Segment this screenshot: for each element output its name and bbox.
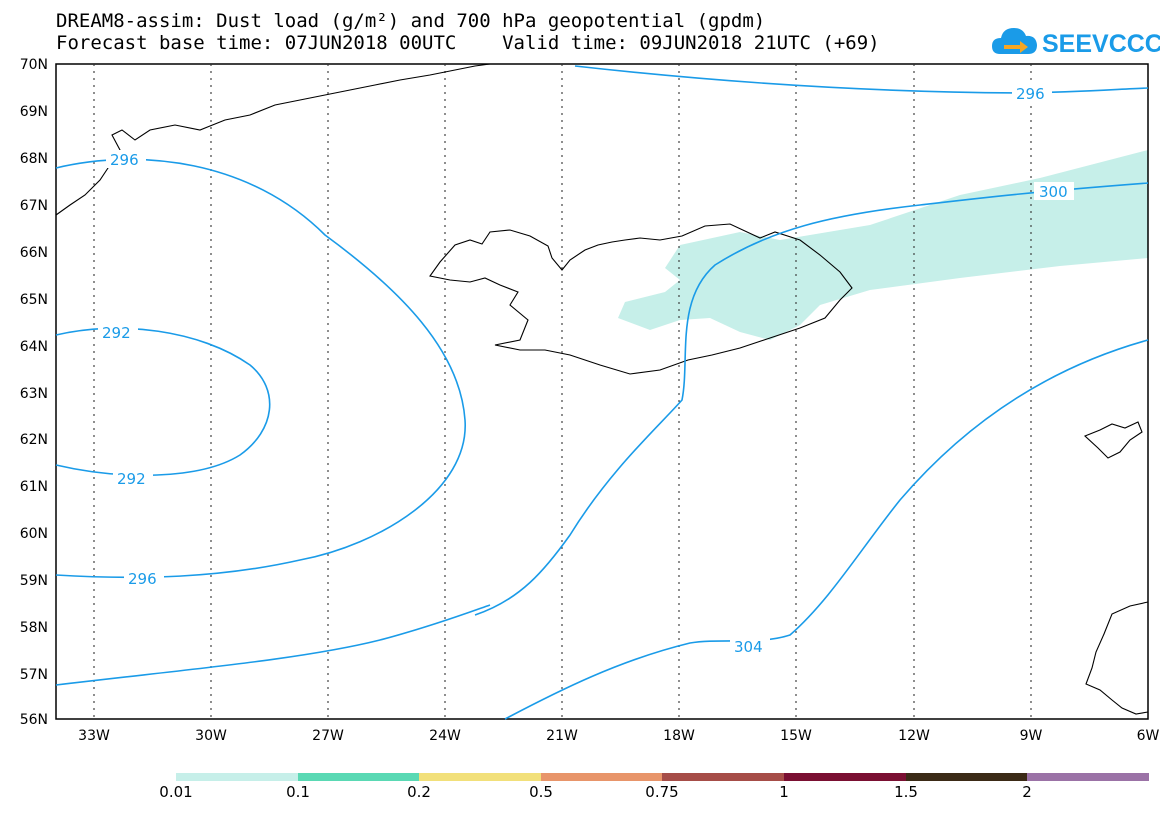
- contour-label: 296: [110, 151, 139, 169]
- cloud-arrow-icon: [992, 28, 1037, 54]
- colorbar-label: 1.5: [894, 783, 918, 801]
- greenland-coast: [55, 63, 491, 216]
- contour-292: [55, 327, 271, 477]
- map-title-line2: Forecast base time: 07JUN2018 00UTC Vali…: [56, 32, 880, 54]
- contour-296-north: [574, 65, 1149, 94]
- logo-text: SEEVCCC: [1042, 30, 1160, 58]
- contour-296-south: [55, 604, 491, 686]
- contour-label: 304: [734, 638, 763, 656]
- lon-tick-label: 33W: [78, 728, 110, 744]
- lon-tick-label: 6W: [1137, 728, 1160, 744]
- contour-label: 300: [1039, 183, 1068, 201]
- colorbar-segment: [419, 773, 541, 781]
- lon-tick-label: 21W: [546, 728, 578, 744]
- colorbar-label: 2: [1022, 783, 1032, 801]
- lat-tick-label: 65N: [20, 292, 48, 308]
- colorbar-segment: [1027, 773, 1149, 781]
- colorbar-label: 0.2: [407, 783, 431, 801]
- colorbar-label: 0.1: [286, 783, 310, 801]
- lat-axis: 70N 69N 68N 67N 66N 65N 64N 63N 62N 61N …: [20, 57, 48, 728]
- lat-tick-label: 59N: [20, 573, 48, 589]
- colorbar-segment: [176, 773, 298, 781]
- lat-tick-label: 67N: [20, 198, 48, 214]
- colorbar-label: 0.01: [159, 783, 193, 801]
- coastlines: [55, 63, 1149, 715]
- seevccc-logo: SEEVCCC: [992, 28, 1160, 58]
- lat-tick-label: 62N: [20, 432, 48, 448]
- dust-load-area: [618, 150, 1148, 340]
- lat-tick-label: 64N: [20, 339, 48, 355]
- contour-300: [474, 182, 1149, 616]
- map-title-line1: DREAM8-assim: Dust load (g/m²) and 700 h…: [56, 10, 766, 32]
- lat-tick-label: 70N: [20, 57, 48, 73]
- colorbar-segment: [298, 773, 419, 781]
- lat-tick-label: 58N: [20, 620, 48, 636]
- colorbar-label: 0.75: [645, 783, 679, 801]
- lat-tick-label: 56N: [20, 712, 48, 728]
- lat-tick-label: 68N: [20, 151, 48, 167]
- contour-label: 296: [1016, 85, 1045, 103]
- lon-tick-label: 18W: [663, 728, 695, 744]
- colorbar-label: 1: [779, 783, 789, 801]
- contour-label-group: 296 296 300 292 292 296 304: [98, 84, 1074, 656]
- colorbar-segment: [906, 773, 1027, 781]
- lon-axis: 33W 30W 27W 24W 21W 18W 15W 12W 9W 6W: [78, 728, 1159, 744]
- contour-label: 292: [102, 324, 131, 342]
- lat-tick-label: 60N: [20, 526, 48, 542]
- colorbar-label: 0.5: [529, 783, 553, 801]
- lat-tick-label: 61N: [20, 479, 48, 495]
- scotland-coast: [1085, 601, 1149, 715]
- contour-label: 292: [117, 470, 146, 488]
- lon-tick-label: 9W: [1020, 728, 1043, 744]
- faroe-shetland-coast: [1083, 421, 1143, 459]
- colorbar-segment: [784, 773, 906, 781]
- graticule: [93, 64, 1032, 719]
- geopotential-contours: [55, 65, 1149, 720]
- contour-304: [504, 339, 1149, 720]
- map-frame: [55, 63, 1149, 720]
- iceland-coast: [429, 223, 853, 375]
- lon-tick-label: 24W: [429, 728, 461, 744]
- contour-label: 296: [128, 570, 157, 588]
- lon-tick-label: 30W: [195, 728, 227, 744]
- lat-tick-label: 63N: [20, 386, 48, 402]
- lat-tick-label: 69N: [20, 104, 48, 120]
- colorbar-segment: [662, 773, 784, 781]
- lat-tick-label: 57N: [20, 667, 48, 683]
- lat-tick-label: 66N: [20, 245, 48, 261]
- lon-tick-label: 15W: [780, 728, 812, 744]
- lon-tick-label: 12W: [898, 728, 930, 744]
- colorbar-segment: [541, 773, 662, 781]
- lon-tick-label: 27W: [312, 728, 344, 744]
- contour-296-west: [55, 158, 466, 579]
